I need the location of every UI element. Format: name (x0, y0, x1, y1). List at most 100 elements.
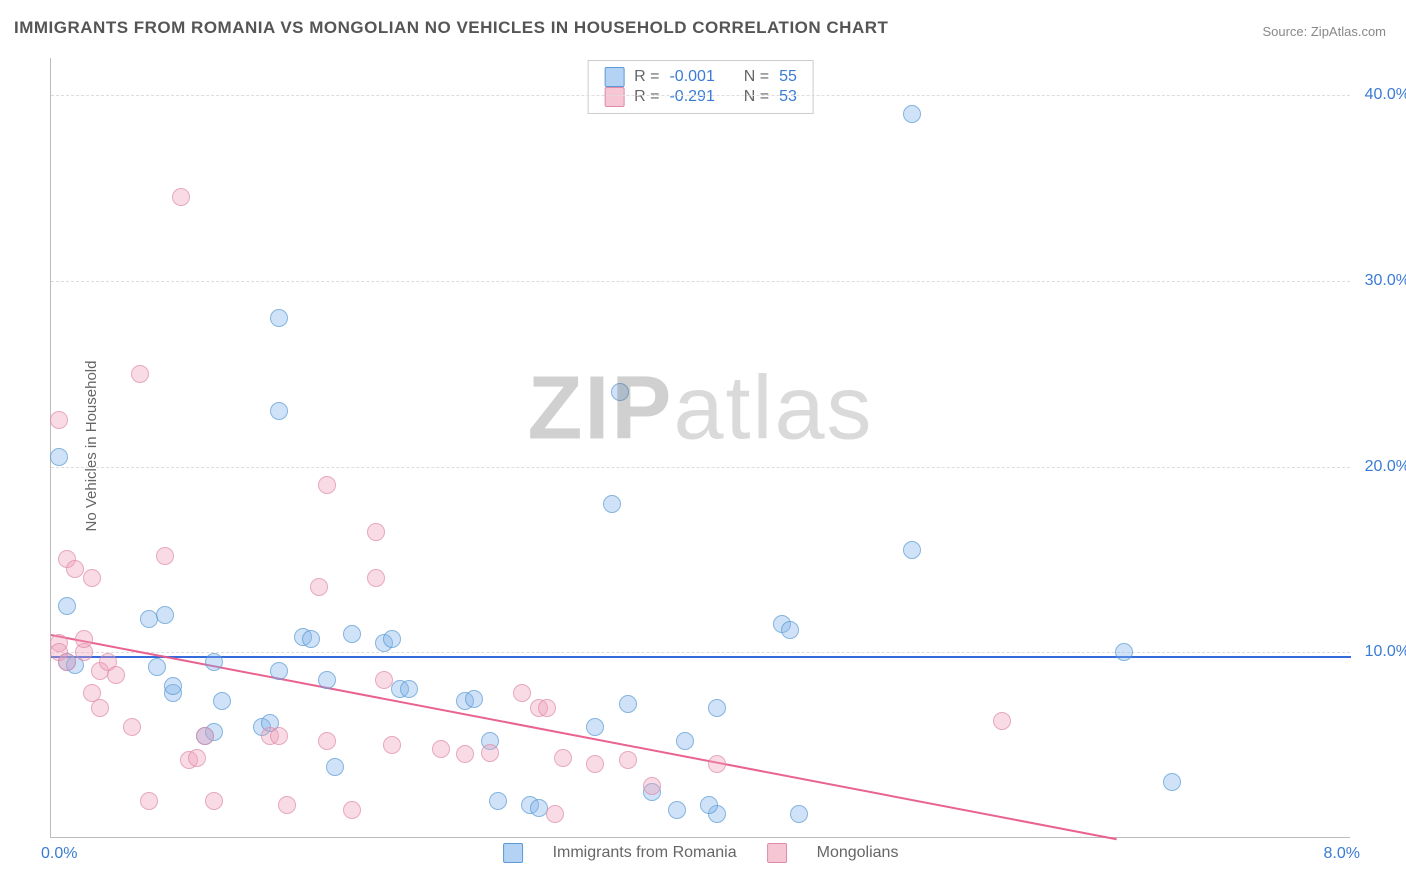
scatter-point (164, 677, 182, 695)
scatter-point (603, 495, 621, 513)
watermark: ZIPatlas (527, 357, 873, 460)
r-label-1: R = (634, 68, 659, 86)
scatter-point (676, 732, 694, 750)
watermark-bold: ZIP (527, 358, 673, 458)
scatter-point (140, 610, 158, 628)
scatter-point (465, 690, 483, 708)
scatter-point (1163, 773, 1181, 791)
scatter-point (367, 569, 385, 587)
x-tick-max: 8.0% (1324, 845, 1360, 863)
scatter-point (781, 621, 799, 639)
chart-container: IMMIGRANTS FROM ROMANIA VS MONGOLIAN NO … (0, 0, 1406, 892)
stats-row-1: R = -0.001 N = 55 (604, 67, 797, 87)
gridline (51, 467, 1350, 468)
scatter-point (708, 699, 726, 717)
stats-legend-box: R = -0.001 N = 55 R = -0.291 N = 53 (587, 60, 814, 114)
gridline (51, 281, 1350, 282)
scatter-point (58, 597, 76, 615)
scatter-point (554, 749, 572, 767)
r-value-2: -0.291 (669, 88, 714, 106)
y-tick-label: 30.0% (1365, 272, 1406, 290)
gridline (51, 652, 1350, 653)
scatter-point (903, 105, 921, 123)
n-value-1: 55 (779, 68, 797, 86)
x-tick-min: 0.0% (41, 845, 77, 863)
scatter-point (546, 805, 564, 823)
scatter-point (205, 792, 223, 810)
scatter-point (91, 699, 109, 717)
scatter-point (790, 805, 808, 823)
scatter-point (188, 749, 206, 767)
scatter-point (278, 796, 296, 814)
n-label-2: N = (744, 88, 769, 106)
y-tick-label: 10.0% (1365, 643, 1406, 661)
scatter-point (375, 671, 393, 689)
plot-area: ZIPatlas R = -0.001 N = 55 R = -0.291 N … (50, 58, 1350, 838)
scatter-point (270, 309, 288, 327)
scatter-point (383, 736, 401, 754)
scatter-point (131, 365, 149, 383)
scatter-point (993, 712, 1011, 730)
scatter-point (270, 402, 288, 420)
scatter-point (343, 625, 361, 643)
gridline (51, 95, 1350, 96)
watermark-light: atlas (673, 358, 873, 458)
scatter-point (66, 560, 84, 578)
trend-line-blue (51, 656, 1351, 658)
scatter-point (140, 792, 158, 810)
swatch-pink-icon (604, 87, 624, 107)
legend-swatch-blue-icon (503, 843, 523, 863)
legend-label-1: Immigrants from Romania (553, 844, 737, 862)
scatter-point (326, 758, 344, 776)
legend-swatch-pink-icon (767, 843, 787, 863)
scatter-point (489, 792, 507, 810)
stats-row-2: R = -0.291 N = 53 (604, 87, 797, 107)
n-label-1: N = (744, 68, 769, 86)
scatter-point (586, 755, 604, 773)
scatter-point (318, 476, 336, 494)
scatter-point (700, 796, 718, 814)
scatter-point (481, 744, 499, 762)
scatter-point (456, 745, 474, 763)
scatter-point (619, 695, 637, 713)
scatter-point (156, 606, 174, 624)
scatter-point (50, 411, 68, 429)
scatter-point (1115, 643, 1133, 661)
y-tick-label: 40.0% (1365, 86, 1406, 104)
scatter-point (123, 718, 141, 736)
scatter-point (50, 448, 68, 466)
scatter-point (302, 630, 320, 648)
y-tick-label: 20.0% (1365, 458, 1406, 476)
scatter-point (903, 541, 921, 559)
scatter-point (611, 383, 629, 401)
bottom-legend: Immigrants from Romania Mongolians (503, 843, 899, 863)
chart-title: IMMIGRANTS FROM ROMANIA VS MONGOLIAN NO … (14, 18, 888, 38)
scatter-point (83, 569, 101, 587)
scatter-point (172, 188, 190, 206)
scatter-point (432, 740, 450, 758)
scatter-point (148, 658, 166, 676)
scatter-point (538, 699, 556, 717)
scatter-point (58, 653, 76, 671)
scatter-point (668, 801, 686, 819)
scatter-point (343, 801, 361, 819)
scatter-point (107, 666, 125, 684)
scatter-point (643, 777, 661, 795)
legend-label-2: Mongolians (817, 844, 899, 862)
scatter-point (619, 751, 637, 769)
scatter-point (213, 692, 231, 710)
scatter-point (270, 727, 288, 745)
scatter-point (156, 547, 174, 565)
scatter-point (367, 523, 385, 541)
scatter-point (318, 732, 336, 750)
scatter-point (205, 653, 223, 671)
r-label-2: R = (634, 88, 659, 106)
scatter-point (708, 755, 726, 773)
scatter-point (513, 684, 531, 702)
scatter-point (310, 578, 328, 596)
scatter-point (383, 630, 401, 648)
scatter-point (270, 662, 288, 680)
scatter-point (586, 718, 604, 736)
scatter-point (400, 680, 418, 698)
n-value-2: 53 (779, 88, 797, 106)
